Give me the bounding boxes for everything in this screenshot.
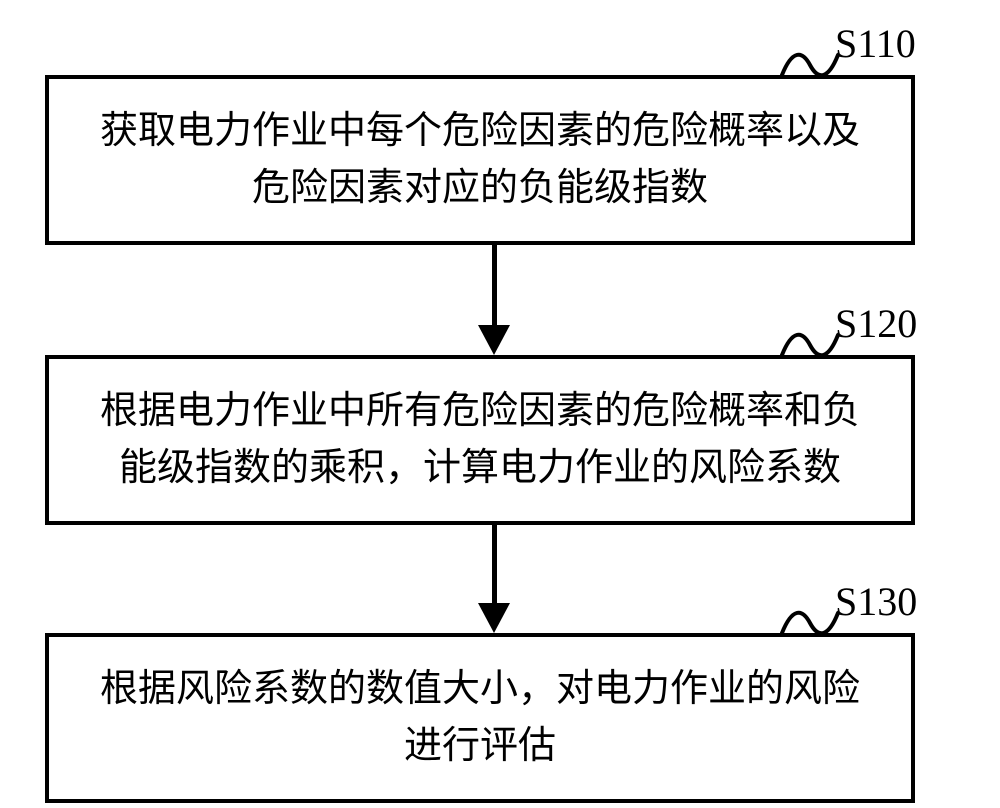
arrow-s120-s130: [478, 525, 510, 633]
step-text-s130: 根据风险系数的数值大小，对电力作业的风险 进行评估: [100, 661, 860, 775]
squiggle-icon: [780, 603, 840, 637]
step-box-s120: 根据电力作业中所有危险因素的危险概率和负 能级指数的乘积，计算电力作业的风险系数: [45, 355, 915, 525]
step-box-s130: 根据风险系数的数值大小，对电力作业的风险 进行评估: [45, 633, 915, 803]
arrow-head-icon: [478, 325, 510, 355]
arrow-stem: [492, 525, 497, 603]
arrow-head-icon: [478, 603, 510, 633]
arrow-s110-s120: [478, 245, 510, 355]
flowchart-canvas: 获取电力作业中每个危险因素的危险概率以及 危险因素对应的负能级指数 S110 根…: [0, 0, 1000, 808]
arrow-stem: [492, 245, 497, 325]
step-text-s120: 根据电力作业中所有危险因素的危险概率和负 能级指数的乘积，计算电力作业的风险系数: [100, 383, 860, 497]
step-box-s110: 获取电力作业中每个危险因素的危险概率以及 危险因素对应的负能级指数: [45, 75, 915, 245]
step-label-s120: S120: [835, 300, 917, 347]
step-label-s130: S130: [835, 578, 917, 625]
step-label-s110: S110: [835, 20, 916, 67]
squiggle-icon: [780, 45, 840, 79]
step-text-s110: 获取电力作业中每个危险因素的危险概率以及 危险因素对应的负能级指数: [100, 103, 860, 217]
squiggle-icon: [780, 325, 840, 359]
